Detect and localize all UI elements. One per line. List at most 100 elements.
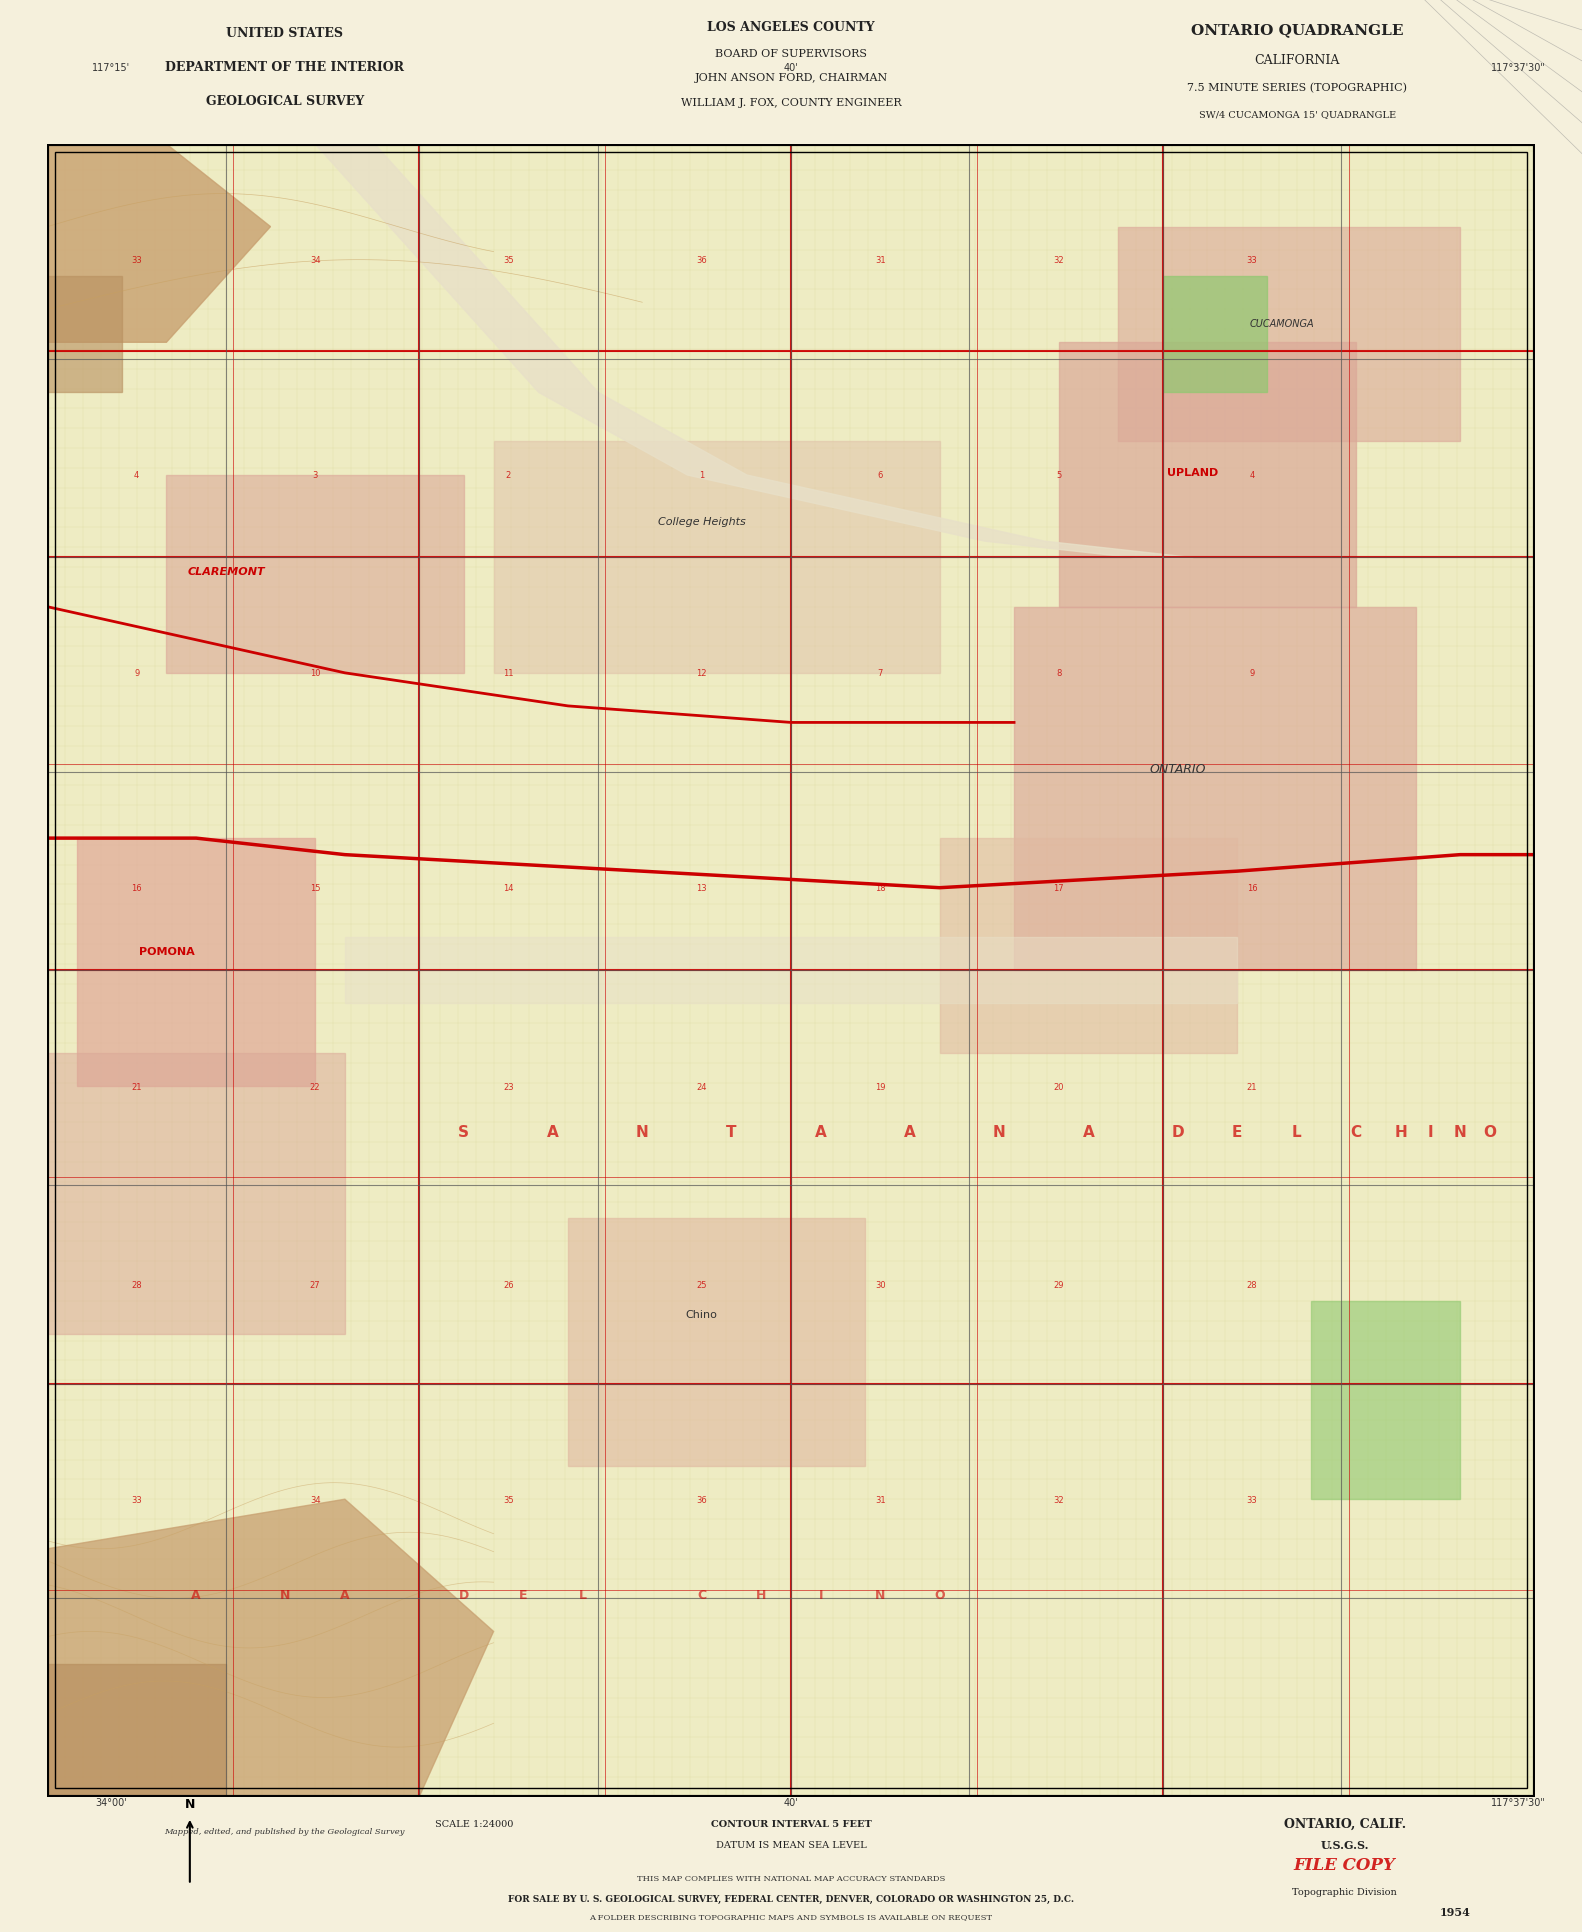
Text: POMONA: POMONA	[139, 947, 195, 956]
Text: 28: 28	[1247, 1281, 1258, 1289]
Text: 32: 32	[1054, 1495, 1065, 1503]
Text: E: E	[519, 1588, 527, 1602]
Text: 117°15': 117°15'	[92, 62, 130, 73]
Text: CLAREMONT: CLAREMONT	[187, 566, 264, 576]
Text: 16: 16	[1247, 883, 1258, 893]
Text: 36: 36	[696, 257, 707, 265]
Text: 23: 23	[503, 1082, 514, 1092]
Text: 117°37'30": 117°37'30"	[1492, 62, 1546, 73]
Text: Chino: Chino	[687, 1310, 718, 1320]
Text: 11: 11	[503, 668, 514, 678]
Text: ONTARIO QUADRANGLE: ONTARIO QUADRANGLE	[1191, 23, 1403, 37]
Text: 16: 16	[131, 883, 142, 893]
Text: 19: 19	[875, 1082, 886, 1092]
Text: C: C	[698, 1588, 706, 1602]
Text: LOS ANGELES COUNTY: LOS ANGELES COUNTY	[707, 21, 875, 33]
Text: 4: 4	[134, 471, 139, 479]
Text: GEOLOGICAL SURVEY: GEOLOGICAL SURVEY	[206, 95, 364, 108]
Text: A: A	[903, 1124, 916, 1140]
Text: A: A	[547, 1124, 558, 1140]
Text: College Heights: College Heights	[658, 518, 745, 527]
Text: ONTARIO: ONTARIO	[1150, 763, 1205, 775]
Text: A: A	[1082, 1124, 1095, 1140]
Text: CALIFORNIA: CALIFORNIA	[1255, 54, 1340, 68]
Text: 7: 7	[878, 668, 883, 678]
Text: 35: 35	[503, 1495, 514, 1503]
Text: 117°37'30": 117°37'30"	[1492, 1797, 1546, 1808]
Text: 35: 35	[503, 257, 514, 265]
Text: 33: 33	[131, 257, 142, 265]
Text: 13: 13	[696, 883, 707, 893]
Polygon shape	[1311, 1302, 1460, 1499]
Text: JOHN ANSON FORD, CHAIRMAN: JOHN ANSON FORD, CHAIRMAN	[694, 73, 888, 83]
Text: T: T	[726, 1124, 737, 1140]
Text: 33: 33	[1247, 257, 1258, 265]
Text: Mapped, edited, and published by the Geological Survey: Mapped, edited, and published by the Geo…	[165, 1826, 405, 1835]
Text: A: A	[191, 1588, 201, 1602]
Text: 24: 24	[696, 1082, 707, 1092]
Text: 31: 31	[875, 257, 886, 265]
Text: 36: 36	[696, 1495, 707, 1503]
Text: 29: 29	[1054, 1281, 1065, 1289]
Text: 2: 2	[506, 471, 511, 479]
Text: 21: 21	[131, 1082, 142, 1092]
Polygon shape	[166, 475, 464, 674]
Text: 34°00': 34°00'	[95, 1797, 127, 1808]
Text: D: D	[459, 1588, 468, 1602]
Text: 12: 12	[696, 668, 707, 678]
Text: E: E	[1232, 1124, 1242, 1140]
Text: 34: 34	[310, 257, 321, 265]
Text: 18: 18	[875, 883, 886, 893]
Text: A FOLDER DESCRIBING TOPOGRAPHIC MAPS AND SYMBOLS IS AVAILABLE ON REQUEST: A FOLDER DESCRIBING TOPOGRAPHIC MAPS AND…	[590, 1913, 992, 1920]
Text: H: H	[756, 1588, 766, 1602]
Polygon shape	[940, 838, 1237, 1053]
Text: 15: 15	[310, 883, 321, 893]
Polygon shape	[47, 276, 122, 392]
Text: ONTARIO, CALIF.: ONTARIO, CALIF.	[1283, 1818, 1406, 1830]
Text: C: C	[1351, 1124, 1362, 1140]
Text: FOR SALE BY U. S. GEOLOGICAL SURVEY, FEDERAL CENTER, DENVER, COLORADO OR WASHING: FOR SALE BY U. S. GEOLOGICAL SURVEY, FED…	[508, 1893, 1074, 1903]
Text: UPLAND: UPLAND	[1168, 468, 1218, 477]
Text: 20: 20	[1054, 1082, 1065, 1092]
Text: WILLIAM J. FOX, COUNTY ENGINEER: WILLIAM J. FOX, COUNTY ENGINEER	[680, 99, 902, 108]
Polygon shape	[1163, 276, 1267, 392]
Text: 4: 4	[1250, 471, 1255, 479]
Text: N: N	[636, 1124, 649, 1140]
Text: 22: 22	[310, 1082, 321, 1092]
Text: SCALE 1:24000: SCALE 1:24000	[435, 1820, 514, 1828]
Text: 33: 33	[131, 1495, 142, 1503]
Text: CUCAMONGA: CUCAMONGA	[1250, 319, 1315, 328]
Polygon shape	[494, 442, 940, 674]
Text: 14: 14	[503, 883, 514, 893]
Text: I: I	[1427, 1124, 1433, 1140]
Text: THIS MAP COMPLIES WITH NATIONAL MAP ACCURACY STANDARDS: THIS MAP COMPLIES WITH NATIONAL MAP ACCU…	[638, 1874, 944, 1882]
Polygon shape	[78, 838, 315, 1086]
Text: O: O	[935, 1588, 944, 1602]
Text: 10: 10	[310, 668, 321, 678]
Text: U.S.G.S.: U.S.G.S.	[1321, 1839, 1368, 1849]
Text: 1954: 1954	[1440, 1907, 1471, 1917]
Text: 6: 6	[878, 471, 883, 479]
Text: DEPARTMENT OF THE INTERIOR: DEPARTMENT OF THE INTERIOR	[165, 62, 405, 73]
Text: N: N	[185, 1797, 195, 1810]
Text: A: A	[340, 1588, 350, 1602]
Text: 9: 9	[134, 668, 139, 678]
Text: 40': 40'	[783, 1797, 799, 1808]
Text: 26: 26	[503, 1281, 514, 1289]
Text: 3: 3	[313, 471, 318, 479]
Text: 25: 25	[696, 1281, 707, 1289]
Text: 32: 32	[1054, 257, 1065, 265]
Text: 28: 28	[131, 1281, 142, 1289]
Text: 17: 17	[1054, 883, 1065, 893]
Text: N: N	[875, 1588, 886, 1602]
Text: 30: 30	[875, 1281, 886, 1289]
Polygon shape	[47, 145, 271, 344]
Polygon shape	[47, 1499, 494, 1797]
Text: 9: 9	[1250, 668, 1255, 678]
Polygon shape	[47, 1665, 226, 1797]
Text: N: N	[280, 1588, 291, 1602]
Text: 27: 27	[310, 1281, 321, 1289]
Polygon shape	[1014, 607, 1416, 970]
Text: 40': 40'	[783, 62, 799, 73]
Text: L: L	[579, 1588, 587, 1602]
